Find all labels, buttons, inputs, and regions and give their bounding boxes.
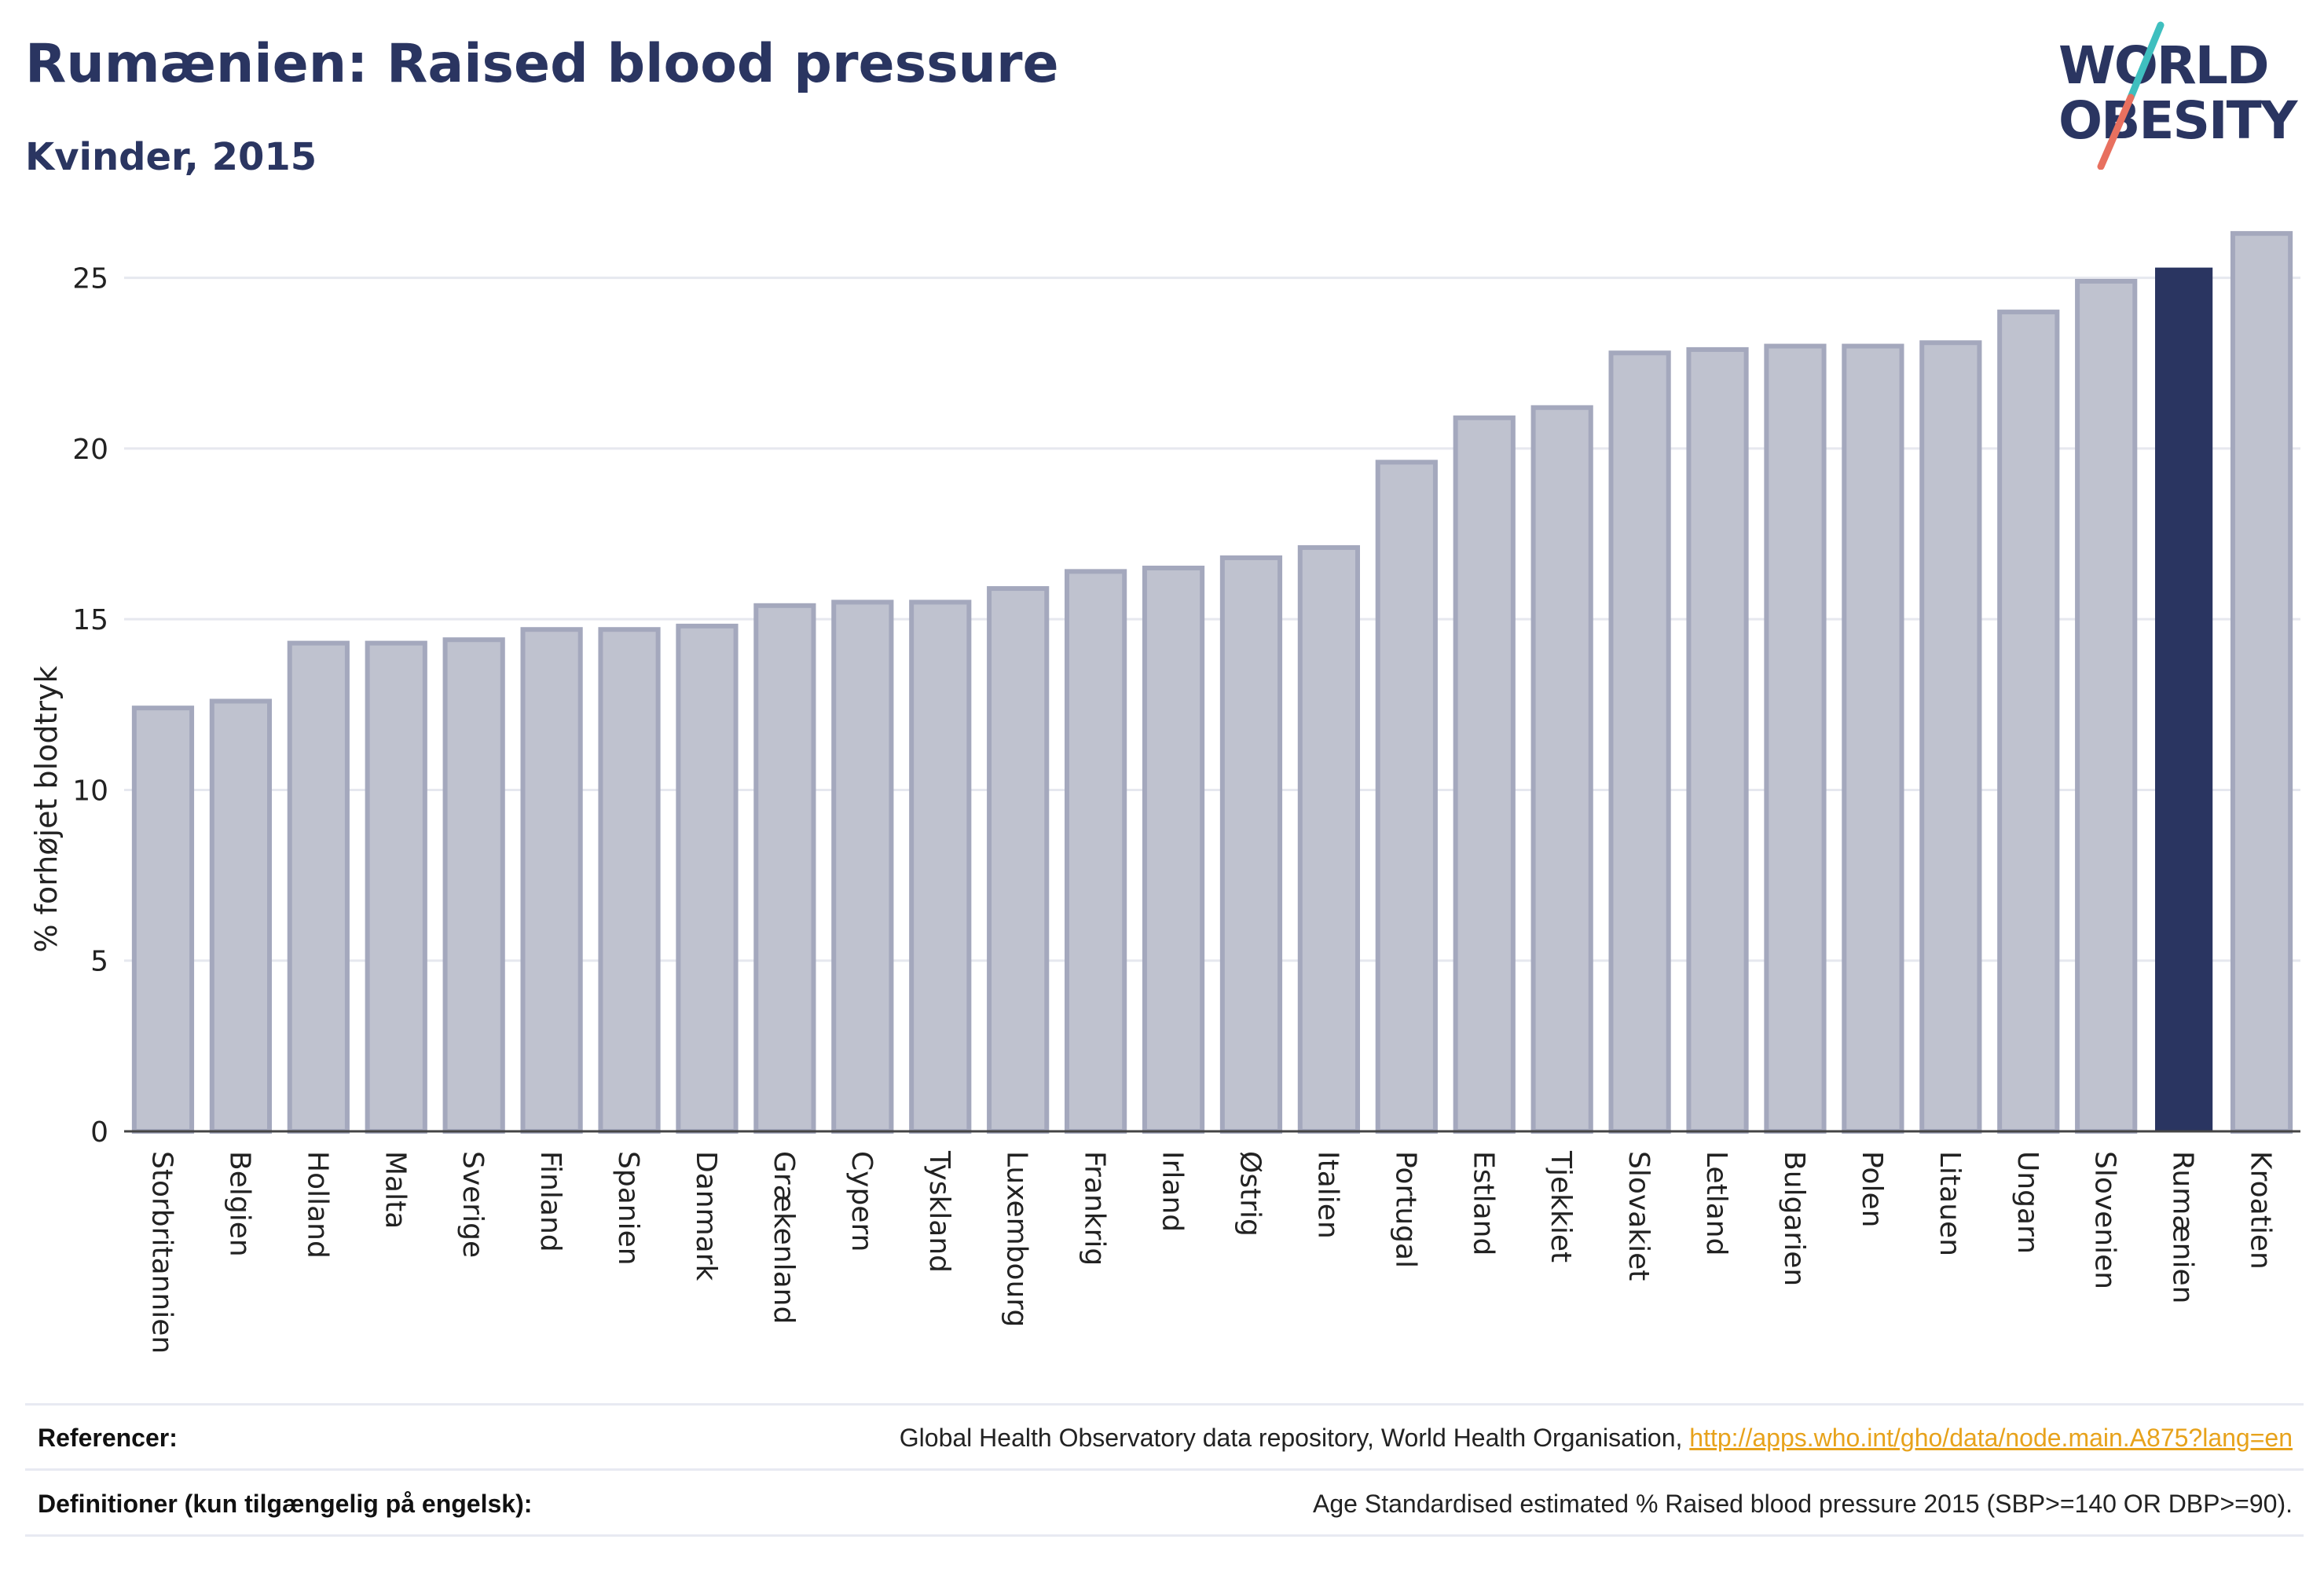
bar[interactable] (1142, 566, 1205, 1134)
bar[interactable] (1375, 460, 1438, 1134)
bar[interactable] (2075, 278, 2138, 1134)
bar[interactable] (753, 603, 816, 1134)
x-tick-label: Tjekkiet (1545, 1150, 1577, 1263)
bar[interactable] (909, 599, 972, 1134)
x-tick-label: Portugal (1389, 1151, 1421, 1268)
x-tick-label: Italien (1311, 1151, 1343, 1239)
chart-subtitle: Kvinder, 2015 (25, 135, 317, 179)
x-tick-label: Cypern (845, 1151, 878, 1252)
definitions-label: Definitioner (kun tilgængelig på engelsk… (38, 1490, 533, 1518)
bar[interactable] (987, 586, 1050, 1134)
bar[interactable] (1842, 343, 1904, 1134)
x-tick-label: Storbritannien (145, 1151, 178, 1354)
footer-divider-middle (25, 1468, 2304, 1471)
bar[interactable] (2230, 231, 2293, 1134)
world-obesity-logo: WORLD OBESITY (2058, 21, 2300, 170)
y-tick-label: 15 (72, 604, 108, 636)
x-tick-label: Luxembourg (1001, 1151, 1033, 1327)
x-tick-label: Rumænien (2167, 1151, 2199, 1303)
x-tick-label: Estland (1467, 1151, 1499, 1255)
x-tick-label: Sverige (456, 1151, 489, 1258)
x-tick-label: Litauen (1934, 1151, 1966, 1256)
bar[interactable] (676, 623, 739, 1134)
bar[interactable] (1608, 350, 1671, 1134)
bar[interactable] (831, 599, 894, 1134)
y-tick-label: 0 (90, 1116, 108, 1149)
bar-chart: 0 5 10 15 20 25 Storbritannien Belgien Holland Ma… (29, 231, 2300, 1354)
bar[interactable] (1686, 346, 1749, 1134)
bar[interactable] (1764, 343, 1827, 1134)
x-tick-label: Frankrig (1079, 1151, 1111, 1266)
bar[interactable] (1997, 310, 2060, 1134)
x-tick-label: Irland (1157, 1151, 1189, 1232)
y-axis-label: % forhøjet blodtryk (29, 665, 64, 952)
axes: 0 5 10 15 20 25 Storbritannien Belgien Holland Ma… (72, 263, 2300, 1354)
logo-line-1: WORLD (2058, 35, 2268, 96)
y-tick-label: 25 (72, 263, 108, 295)
logo-slash-bottom (2097, 93, 2135, 170)
bar[interactable] (1065, 569, 1127, 1134)
x-tick-label: Ungarn (2011, 1151, 2044, 1254)
x-tick-label: Danmark (690, 1151, 722, 1281)
y-tick-label: 5 (90, 946, 108, 978)
bars (131, 231, 2293, 1134)
x-tick-label: Belgien (223, 1151, 255, 1257)
bar[interactable] (1453, 415, 1516, 1134)
bar[interactable] (442, 637, 505, 1134)
bar[interactable] (1530, 405, 1593, 1134)
x-tick-label: Malta (379, 1151, 411, 1229)
references-value: Global Health Observatory data repositor… (900, 1424, 2293, 1453)
x-tick-label: Slovenien (2089, 1151, 2121, 1289)
x-tick-label: Holland (301, 1151, 333, 1259)
bar[interactable] (209, 698, 272, 1134)
x-tick-label: Finland (534, 1151, 566, 1252)
logo-slash-top (2127, 21, 2165, 101)
bar[interactable] (1297, 544, 1360, 1134)
chart-title: Rumænien: Raised blood pressure (25, 33, 1059, 95)
bar[interactable] (287, 640, 350, 1134)
bar[interactable] (131, 706, 195, 1134)
bar[interactable] (1219, 555, 1283, 1134)
x-tick-label: Slovakiet (1622, 1151, 1655, 1281)
y-tick-label: 20 (72, 434, 108, 466)
footer-divider-bottom (25, 1534, 2304, 1537)
references-label: Referencer: (38, 1424, 178, 1452)
x-tick-label: Spanien (612, 1151, 644, 1266)
x-tick-label: Kroatien (2245, 1151, 2277, 1270)
definitions-value: Age Standardised estimated % Raised bloo… (1313, 1490, 2293, 1518)
bar[interactable] (520, 627, 583, 1134)
x-tick-label: Polen (1856, 1151, 1888, 1227)
x-tick-label: Bulgarien (1778, 1151, 1810, 1286)
bar[interactable] (1919, 340, 1982, 1134)
bar[interactable] (598, 627, 661, 1134)
x-tick-label: Tyskland (923, 1150, 955, 1273)
footer-divider-top (25, 1403, 2304, 1406)
x-tick-label: Grækenland (768, 1151, 800, 1324)
bar-highlighted[interactable] (2155, 267, 2213, 1132)
references-link[interactable]: http://apps.who.int/gho/data/node.main.A… (1689, 1424, 2293, 1452)
y-tick-label: 10 (72, 775, 108, 807)
bar[interactable] (365, 640, 427, 1134)
references-text: Global Health Observatory data repositor… (899, 1424, 1690, 1452)
x-tick-label: Letland (1700, 1151, 1732, 1255)
x-tick-label: Østrig (1233, 1151, 1266, 1237)
logo-line-2: OBESITY (2058, 90, 2299, 151)
